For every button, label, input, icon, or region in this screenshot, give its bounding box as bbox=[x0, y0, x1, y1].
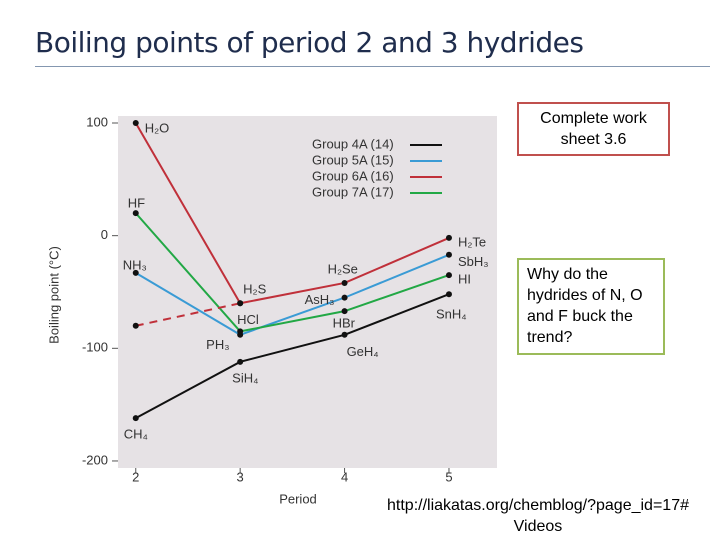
data-point bbox=[132, 210, 139, 217]
title-rule bbox=[35, 66, 710, 67]
data-point bbox=[341, 279, 348, 286]
y-tick-label: -100 bbox=[82, 340, 108, 355]
point-label: PH₃ bbox=[206, 337, 229, 352]
source-link: http://liakatas.org/chemblog/?page_id=17… bbox=[387, 497, 689, 535]
data-point bbox=[445, 291, 452, 298]
point-label: SiH₄ bbox=[232, 370, 258, 385]
point-label: H₂S bbox=[243, 282, 266, 297]
data-point bbox=[445, 234, 452, 241]
point-label: CH₄ bbox=[124, 427, 148, 442]
point-label: H₂Se bbox=[328, 261, 358, 276]
legend-label: Group 6A (16) bbox=[312, 168, 394, 183]
point-label: GeH₄ bbox=[347, 344, 379, 359]
point-label: H₂O bbox=[145, 120, 170, 135]
point-label: HBr bbox=[333, 316, 356, 331]
legend-label: Group 5A (15) bbox=[312, 152, 394, 167]
point-label: HI bbox=[458, 272, 471, 287]
series-line bbox=[134, 122, 450, 305]
note-box: Complete work sheet 3.6 bbox=[517, 102, 670, 156]
point-label: NH₃ bbox=[123, 257, 147, 272]
plot-background bbox=[118, 116, 497, 468]
point-label: SnH₄ bbox=[436, 307, 467, 322]
slide-title: Boiling points of period 2 and 3 hydride… bbox=[35, 26, 584, 59]
legend-label: Group 7A (17) bbox=[312, 184, 394, 199]
data-point bbox=[237, 328, 244, 335]
point-label: HCl bbox=[237, 312, 259, 327]
data-point bbox=[132, 322, 139, 329]
data-point bbox=[132, 269, 139, 276]
y-tick-label: 0 bbox=[101, 227, 108, 242]
point-label: H₂Te bbox=[458, 234, 486, 249]
point-label: SbH₃ bbox=[458, 254, 489, 269]
series-line bbox=[134, 212, 450, 333]
data-point bbox=[132, 415, 139, 422]
point-label: AsH₃ bbox=[305, 292, 335, 307]
y-tick-label: 100 bbox=[86, 114, 108, 129]
y-tick-label: -200 bbox=[82, 452, 108, 467]
series-line bbox=[135, 253, 450, 336]
data-point bbox=[341, 308, 348, 315]
data-point bbox=[132, 120, 139, 126]
legend-label: Group 4A (14) bbox=[312, 136, 394, 151]
x-tick-label: 2 bbox=[132, 469, 139, 484]
x-tick-label: 5 bbox=[445, 469, 452, 484]
series-line bbox=[135, 293, 450, 420]
series-line bbox=[135, 302, 241, 327]
data-point bbox=[445, 251, 452, 258]
data-point bbox=[341, 331, 348, 338]
data-point bbox=[341, 294, 348, 301]
data-point bbox=[445, 272, 452, 279]
question-box: Why do the hydrides of N, O and F buck t… bbox=[517, 258, 665, 355]
x-axis-label: Period bbox=[279, 491, 317, 506]
y-axis-label: Boiling point (°C) bbox=[46, 246, 61, 344]
point-label: HF bbox=[128, 196, 145, 211]
x-tick-label: 4 bbox=[341, 469, 348, 484]
data-point bbox=[237, 300, 244, 307]
data-point bbox=[237, 358, 244, 365]
x-tick-label: 3 bbox=[237, 469, 244, 484]
